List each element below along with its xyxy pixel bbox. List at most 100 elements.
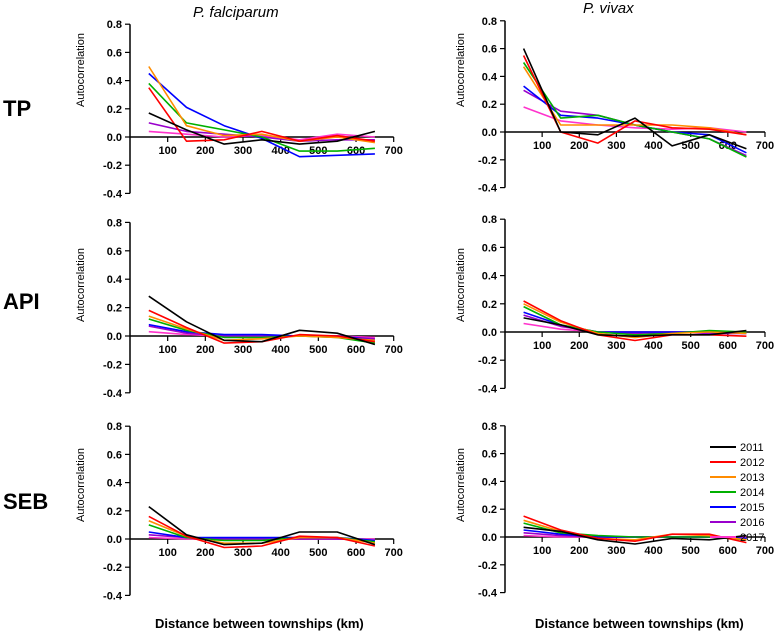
series-line-2012 <box>523 515 747 544</box>
x-tick-label: 500 <box>309 547 327 559</box>
series-line-2013 <box>523 303 747 339</box>
x-tick-label: 100 <box>533 140 551 152</box>
x-tick-label: 500 <box>682 545 700 557</box>
y-tick-label: 0.8 <box>482 214 497 226</box>
y-axis-label: Autocorrelation <box>75 448 87 522</box>
y-axis-label: Autocorrelation <box>455 448 467 522</box>
y-tick-label: 0.0 <box>482 532 497 544</box>
y-tick-label: 0.0 <box>482 327 497 339</box>
column-title-vivax: P. vivax <box>583 0 634 17</box>
x-tick-label: 400 <box>272 344 290 356</box>
y-tick-label: 0.2 <box>107 506 122 518</box>
y-tick-label: -0.4 <box>103 188 123 200</box>
series-line-2014 <box>523 522 747 541</box>
x-tick-label: 700 <box>756 140 774 152</box>
x-tick-label: 500 <box>309 344 327 356</box>
x-tick-label: 400 <box>644 545 662 557</box>
y-tick-label: 0.2 <box>107 303 122 315</box>
y-tick-label: -0.2 <box>478 560 497 572</box>
series-line-2015 <box>148 72 375 158</box>
x-tick-label: 300 <box>234 145 252 157</box>
series-line-2013 <box>148 66 376 144</box>
x-tick-label: 100 <box>158 344 176 356</box>
y-axis-label: Autocorrelation <box>455 248 467 322</box>
y-tick-label: 0.6 <box>482 242 497 254</box>
series-line-2012 <box>522 55 747 144</box>
y-tick-label: 0.4 <box>482 71 498 83</box>
y-tick-label: 0.2 <box>482 299 497 311</box>
series-line-2011 <box>522 48 747 150</box>
x-tick-label: 700 <box>756 545 774 557</box>
y-axis-label: Autocorrelation <box>75 33 87 107</box>
x-tick-label: 100 <box>533 545 551 557</box>
y-tick-label: -0.4 <box>478 588 498 600</box>
x-tick-label: 700 <box>385 145 403 157</box>
panel-seb-falciparum: -0.4 -0.2 0.0 0.2 0.4 0.6 0.8 100 200 300 400 500 60… <box>75 421 403 602</box>
series-line-2012 <box>148 515 376 549</box>
y-tick-label: -0.2 <box>103 562 122 574</box>
y-tick-label: 0.0 <box>107 534 122 546</box>
x-tick-label: 200 <box>570 340 588 352</box>
y-tick-label: 0.2 <box>107 104 122 116</box>
x-tick-label: 100 <box>158 145 176 157</box>
y-tick-label: 0.6 <box>107 449 122 461</box>
y-tick-label: 0.8 <box>107 217 122 229</box>
x-tick-label: 400 <box>272 547 290 559</box>
x-tick-label: 300 <box>234 547 252 559</box>
x-tick-label: 200 <box>196 145 214 157</box>
y-tick-label: 0.4 <box>107 274 123 286</box>
row-label-seb: SEB <box>3 489 49 514</box>
x-tick-label: 600 <box>719 545 737 557</box>
y-tick-label: 0.2 <box>482 99 497 111</box>
x-tick-label: 700 <box>756 340 774 352</box>
panel-api-vivax: -0.4 -0.2 0.0 0.2 0.4 0.6 0.8 100 200 300 400 500 60… <box>455 214 774 395</box>
x-tick-label: 200 <box>196 344 214 356</box>
legend-label-2015: 2015 <box>740 502 764 514</box>
x-tick-label: 500 <box>682 340 700 352</box>
x-tick-label: 700 <box>385 344 403 356</box>
x-tick-label: 400 <box>644 140 662 152</box>
legend-label-2017: 2017 <box>740 532 764 544</box>
x-tick-label: 300 <box>607 545 625 557</box>
x-tick-label: 200 <box>570 140 588 152</box>
series-line-2011 <box>148 112 376 145</box>
series-line-2011 <box>523 317 747 338</box>
series-line-2011 <box>523 526 747 545</box>
x-tick-label: 400 <box>272 145 290 157</box>
y-tick-label: 0.6 <box>482 449 497 461</box>
y-tick-label: 0.8 <box>482 16 497 28</box>
y-tick-label: 0.0 <box>482 127 497 139</box>
y-tick-label: 0.6 <box>107 47 122 59</box>
legend-label-2014: 2014 <box>740 487 764 499</box>
y-axis-label: Autocorrelation <box>75 248 87 322</box>
series-line-2011 <box>148 295 376 346</box>
row-label-tp: TP <box>3 96 32 121</box>
x-tick-label: 200 <box>570 545 588 557</box>
x-tick-label: 300 <box>607 140 625 152</box>
y-tick-label: 0.6 <box>107 246 122 258</box>
y-tick-label: -0.4 <box>478 183 498 195</box>
legend-label-2016: 2016 <box>740 517 764 529</box>
legend-label-2013: 2013 <box>740 472 764 484</box>
x-tick-label: 100 <box>533 340 551 352</box>
y-tick-label: 0.4 <box>482 271 498 283</box>
series-line-2016 <box>523 314 747 335</box>
y-tick-label: -0.2 <box>103 160 122 172</box>
y-tick-label: 0.0 <box>107 132 122 144</box>
legend-label-2012: 2012 <box>740 457 764 469</box>
series-line-2011 <box>148 505 376 546</box>
column-title-falciparum: P. falciparum <box>193 4 279 21</box>
y-tick-label: -0.2 <box>478 155 497 167</box>
legend-label-2011: 2011 <box>740 442 764 454</box>
x-tick-label: 300 <box>234 344 252 356</box>
panel-seb-vivax: -0.4 -0.2 0.0 0.2 0.4 0.6 0.8 100 200 300 400 500 60… <box>455 421 774 600</box>
y-tick-label: 0.8 <box>107 19 122 31</box>
y-tick-label: -0.2 <box>478 355 497 367</box>
panel-api-falciparum: -0.4 -0.2 0.0 0.2 0.4 0.6 0.8 100 200 300 400 500 60… <box>75 217 403 399</box>
series-line-2013 <box>148 315 375 342</box>
x-tick-label: 300 <box>607 340 625 352</box>
x-tick-label: 600 <box>719 340 737 352</box>
